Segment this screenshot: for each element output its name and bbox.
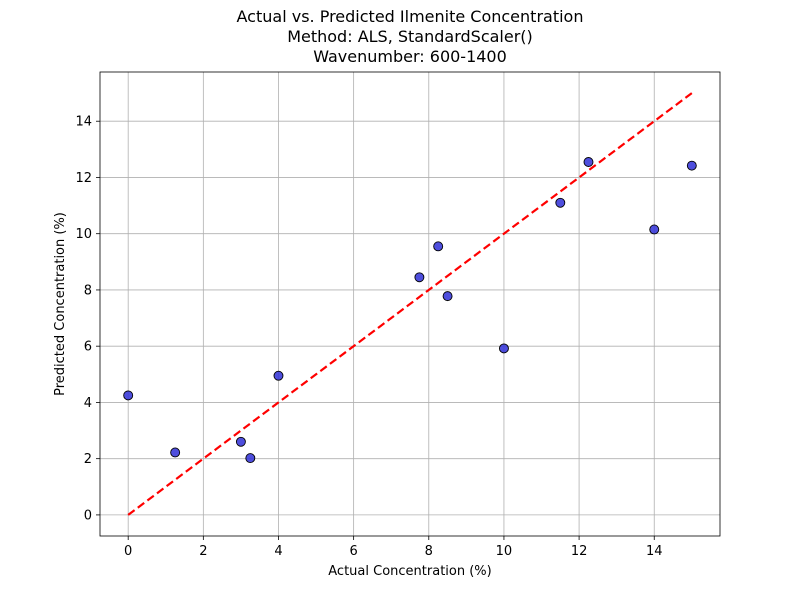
x-tick-label: 8 <box>425 544 433 559</box>
title-line-2: Method: ALS, StandardScaler() <box>287 27 533 46</box>
y-tick-label: 10 <box>75 227 92 242</box>
data-point <box>414 272 425 283</box>
data-point <box>649 224 660 235</box>
x-axis-label: Actual Concentration (%) <box>328 564 491 579</box>
x-tick-label: 0 <box>124 544 132 559</box>
data-point <box>442 291 453 302</box>
y-tick-label: 8 <box>84 283 92 298</box>
data-point <box>235 436 246 447</box>
x-tick-label: 6 <box>349 544 357 559</box>
y-axis-label: Predicted Concentration (%) <box>53 212 68 396</box>
data-point <box>245 453 256 464</box>
data-point <box>498 343 509 354</box>
title-line-1: Actual vs. Predicted Ilmenite Concentrat… <box>237 7 584 26</box>
x-axis-ticks: 0 2 4 6 8 10 12 14 <box>124 536 663 559</box>
data-point <box>686 160 697 171</box>
y-axis-ticks: 0 2 4 6 8 10 12 14 <box>75 115 100 523</box>
y-tick-label: 12 <box>75 171 92 186</box>
data-point <box>123 390 134 401</box>
data-point <box>433 241 444 252</box>
data-point <box>170 447 181 458</box>
data-point <box>273 370 284 381</box>
y-tick-label: 6 <box>84 340 92 355</box>
data-points <box>123 157 697 464</box>
grid-lines <box>100 72 720 536</box>
x-tick-label: 4 <box>274 544 282 559</box>
title-line-3: Wavenumber: 600-1400 <box>313 47 507 66</box>
x-tick-label: 14 <box>646 544 663 559</box>
x-tick-label: 10 <box>496 544 513 559</box>
y-tick-label: 0 <box>84 508 92 523</box>
y-tick-label: 4 <box>84 396 92 411</box>
x-tick-label: 12 <box>571 544 588 559</box>
reference-line <box>127 92 693 516</box>
y-tick-label: 2 <box>84 452 92 467</box>
reference-line-group <box>127 92 693 516</box>
chart-title: Actual vs. Predicted Ilmenite Concentrat… <box>237 7 584 66</box>
data-point <box>555 197 566 208</box>
plot-area-frame <box>99 71 721 537</box>
x-tick-label: 2 <box>199 544 207 559</box>
data-point <box>583 157 594 167</box>
y-tick-label: 14 <box>75 115 92 130</box>
